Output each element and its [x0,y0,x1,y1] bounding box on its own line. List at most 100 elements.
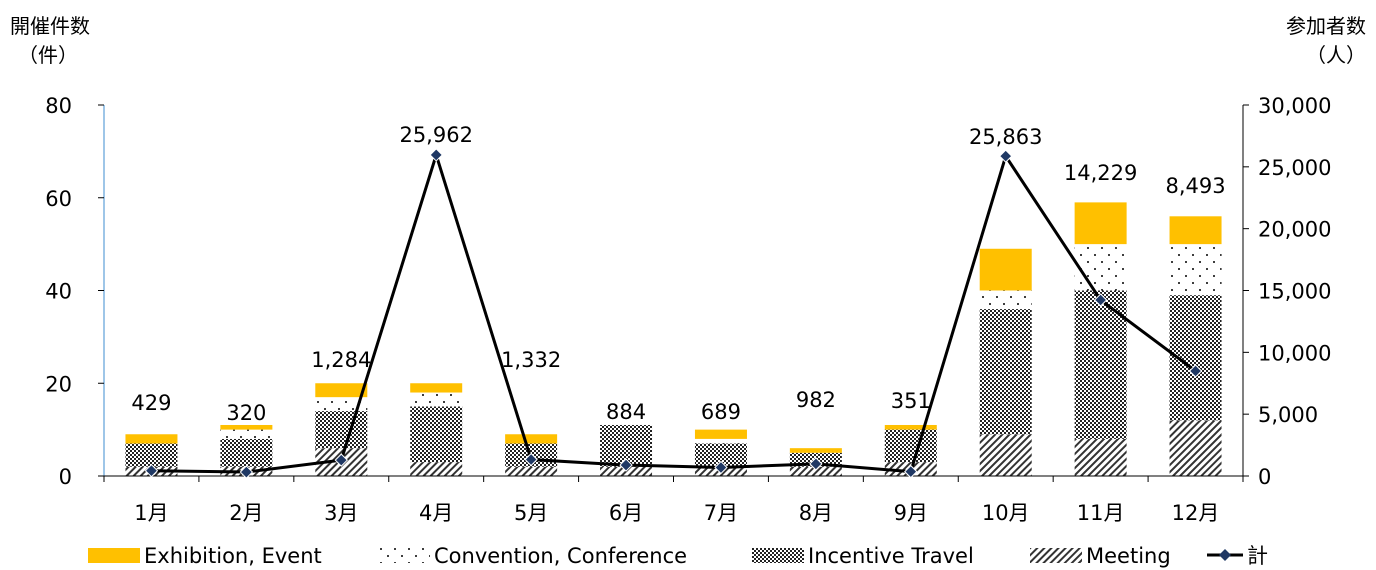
total-point-6 [619,458,633,472]
bar-incentive-travel-10 [979,309,1032,435]
data-label-4: 25,962 [399,123,472,147]
bar-incentive-travel-3 [315,411,368,449]
bar-incentive-travel-9 [884,429,937,463]
total-point-10 [999,149,1013,163]
bar-exhibition-event-2 [220,424,273,430]
bars-group [125,202,1222,476]
bar-convention-conference-4 [410,392,463,407]
category-label-9: 9月 [894,501,928,525]
right-tick-label: 10,000 [1258,341,1331,365]
legend-label-total: 計 [1247,544,1268,568]
category-label-12: 12月 [1172,501,1220,525]
bar-exhibition-event-4 [410,383,463,393]
legend-swatch-exhibition-event [88,548,140,563]
bar-exhibition-event-11 [1074,202,1127,245]
total-point-3 [334,453,348,467]
category-label-8: 8月 [799,501,833,525]
left-tick-label: 0 [59,465,72,489]
bar-convention-conference-2 [220,429,273,439]
right-axis-ticks: 0 5,000 10,000 15,000 20,000 25,000 30,000 [1258,94,1331,489]
category-label-1: 1月 [134,501,168,525]
left-axis-title: 開催件数 [10,14,90,38]
bar-exhibition-event-3 [315,383,368,398]
legend-swatch-convention-conference [378,548,430,563]
total-point-12 [1188,364,1203,378]
total-point-5 [524,452,538,467]
left-tick-label: 20 [45,372,72,396]
bar-convention-conference-11 [1074,244,1127,291]
bar-incentive-travel-4 [410,406,463,463]
data-label-3: 1,284 [311,348,371,372]
total-point-8 [809,457,823,471]
legend-swatch-incentive-travel [752,548,804,563]
category-label-4: 4月 [419,501,453,525]
bar-meeting-8 [789,466,842,476]
right-axis-unit: （人） [1306,43,1366,67]
right-axis-title: 参加者数 [1286,14,1366,38]
data-label-6: 884 [606,400,646,424]
bar-exhibition-event-5 [505,434,558,444]
bar-exhibition-event-1 [125,434,178,444]
legend-marker-total [1219,549,1231,561]
bar-convention-conference-12 [1169,244,1222,296]
legend: Exhibition, Event Convention, Conference I… [88,544,1268,568]
data-label-1: 429 [131,391,171,415]
axes-group [98,104,1249,482]
data-label-8: 982 [796,388,836,412]
data-label-7: 689 [701,400,741,424]
legend-label-convention-conference: Convention, Conference [434,544,687,568]
legend-label-meeting: Meeting [1086,544,1171,568]
right-tick-label: 25,000 [1258,156,1331,180]
bar-incentive-travel-11 [1074,290,1127,439]
bar-exhibition-event-7 [694,429,747,439]
total-point-11 [1093,293,1108,307]
data-label-11: 14,229 [1064,161,1137,185]
category-label-6: 6月 [609,501,643,525]
left-axis-ticks: 0 20 40 60 80 [45,94,72,489]
line-series-group [144,148,1203,479]
category-label-10: 10月 [982,501,1030,525]
data-label-2: 320 [226,401,266,425]
right-tick-label: 15,000 [1258,280,1331,304]
total-line [151,149,1197,474]
category-label-5: 5月 [514,501,548,525]
left-tick-label: 40 [45,280,72,304]
bar-meeting-4 [410,462,463,476]
bar-convention-conference-3 [315,397,368,412]
bar-meeting-5 [505,466,558,476]
bar-exhibition-event-9 [884,424,937,430]
legend-label-incentive-travel: Incentive Travel [808,544,974,568]
total-point-2 [239,465,254,479]
right-tick-label: 20,000 [1258,218,1331,242]
data-labels-group: 429 320 1,284 25,962 1,332 884 689 982 351 25,863… [131,123,1225,425]
bar-incentive-travel-7 [694,443,747,467]
bar-meeting-11 [1074,438,1127,476]
bar-convention-conference-7 [694,438,747,444]
total-point-4 [429,148,443,162]
total-point-7 [714,460,728,475]
right-tick-label: 30,000 [1258,94,1331,118]
right-tick-label: 0 [1258,465,1271,489]
category-label-7: 7月 [704,501,738,525]
bar-exhibition-event-12 [1169,216,1222,245]
total-point-9 [904,464,918,479]
total-point-1 [144,463,159,478]
category-label-11: 11月 [1077,501,1125,525]
bar-convention-conference-10 [979,290,1032,310]
bar-exhibition-event-10 [979,248,1032,291]
data-label-10: 25,863 [969,125,1042,149]
bar-incentive-travel-2 [220,438,273,467]
legend-label-exhibition-event: Exhibition, Event [144,544,322,568]
bar-incentive-travel-1 [125,443,178,467]
bar-meeting-12 [1169,420,1222,476]
category-label-3: 3月 [324,501,358,525]
data-label-5: 1,332 [501,348,561,372]
right-tick-label: 5,000 [1258,403,1318,427]
left-axis-unit: （件） [18,43,78,67]
bar-meeting-10 [979,434,1032,476]
bar-exhibition-event-8 [789,448,842,453]
data-label-12: 8,493 [1165,174,1225,198]
left-tick-label: 80 [45,94,72,118]
category-label-2: 2月 [229,501,263,525]
